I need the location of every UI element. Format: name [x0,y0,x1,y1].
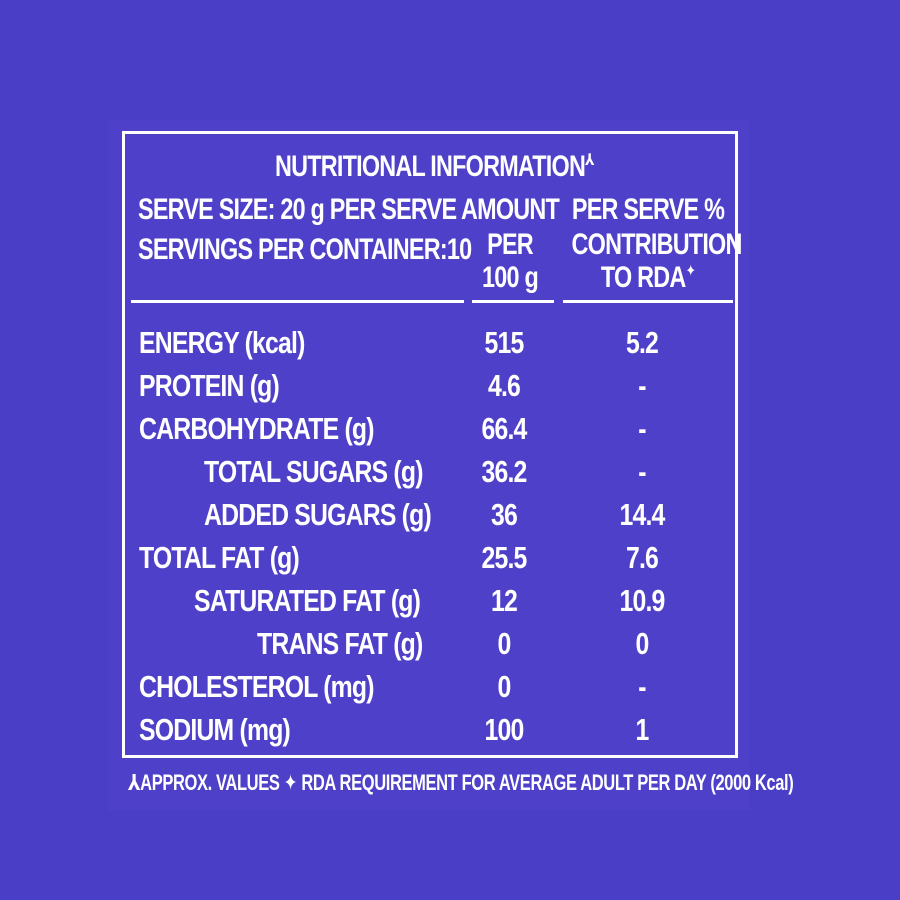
nutrient-amount: 66.4 [481,411,527,446]
nutrient-amount: 25.5 [481,540,527,575]
col-amount-line1: AMOUNT [460,193,560,226]
nutrient-amount: 0 [497,626,512,661]
nutrient-label: CHOLESTEROL (mg) [139,669,375,704]
nutrient-label: SODIUM (mg) [139,712,291,747]
footnote: ⅄APPROX. VALUES ✦ RDA REQUIREMENT FOR AV… [128,770,794,795]
nutrient-amount: 36.2 [481,454,527,489]
nutrient-rda: 10.9 [619,583,665,618]
nutrient-label: TOTAL FAT (g) [139,540,300,575]
serve-size: SERVE SIZE: 20 g PER SERVE [138,193,457,226]
nutrient-rda: 1 [635,712,650,747]
header-rule-rda [563,300,733,303]
nutrient-rda: 14.4 [619,497,665,532]
header-rule-amount [472,300,554,303]
nutrient-amount: 0 [497,669,512,704]
nutrient-label: ADDED SUGARS (g) [204,497,432,532]
title-text: NUTRITIONAL INFORMATION [275,150,586,183]
label-panel [108,120,750,810]
nutrient-label: ENERGY (kcal) [139,325,305,360]
nutrient-rda: - [638,411,646,446]
approx-mark-icon: ⅄ [585,152,595,169]
col-rda-line3: TO RDA✦ [572,263,725,293]
nutrient-label: SATURATED FAT (g) [194,583,421,618]
nutrient-rda: 5.2 [625,325,659,360]
nutrient-label: PROTEIN (g) [139,368,280,403]
nutrient-rda: 7.6 [625,540,659,575]
col-rda-line2: CONTRIBUTION [571,228,743,261]
col-amount-line3: 100 g [482,261,539,294]
nutrient-label: TOTAL SUGARS (g) [204,454,423,489]
nutrient-rda: 0 [635,626,650,661]
col-rda-line1: PER SERVE % [571,193,725,226]
nutrient-rda: - [638,368,646,403]
nutrient-amount: 515 [484,325,525,360]
table-title: NUTRITIONAL INFORMATION⅄ [275,150,595,184]
nutrient-amount: 36 [491,497,518,532]
rda-mark-icon: ✦ [685,263,696,280]
nutrient-amount: 100 [484,712,525,747]
col-rda-line3-text: TO RDA [600,261,686,294]
servings-per-container: SERVINGS PER CONTAINER:10 [138,233,472,266]
nutrition-table-border [122,131,738,758]
nutrient-amount: 12 [491,583,518,618]
nutrient-label: TRANS FAT (g) [257,626,423,661]
nutrient-rda: - [638,454,646,489]
nutrient-amount: 4.6 [487,368,521,403]
header-rule-left [131,300,464,303]
nutrient-rda: - [638,669,646,704]
col-amount-line2: PER [487,228,534,261]
nutrient-label: CARBOHYDRATE (g) [139,411,375,446]
